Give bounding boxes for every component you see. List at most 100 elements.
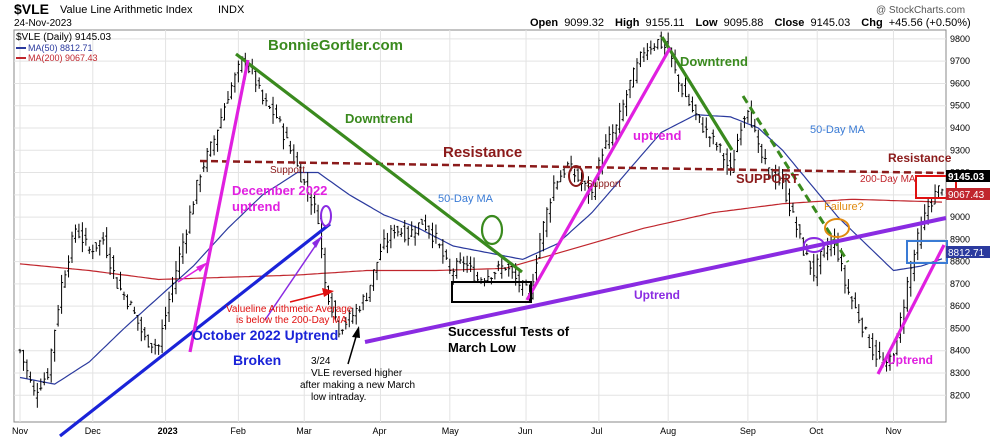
tests-label-1: Successful Tests of	[448, 324, 570, 339]
x-tick-label: May	[442, 426, 460, 436]
ma50-label-mid: 50-Day MA	[438, 193, 494, 205]
close-label: Close	[774, 17, 804, 29]
y-tick-label: 9500	[950, 101, 970, 111]
purple-uptrend-label: Uptrend	[634, 288, 680, 302]
y-tick-label: 8800	[950, 257, 970, 267]
purple-circle-oct	[803, 237, 825, 253]
y-tick-label: 9300	[950, 145, 970, 155]
dec-uptrend-label-2: uptrend	[232, 199, 280, 214]
price-badge: 9145.03	[948, 172, 985, 183]
symbol: $VLE	[14, 1, 49, 17]
red-arrow-head	[322, 288, 334, 297]
low-label: Low	[696, 17, 718, 29]
downtrend-label-2: Downtrend	[680, 54, 748, 69]
plot-area	[13, 29, 947, 423]
support-label-2: Support	[586, 179, 621, 190]
purple-arrow-head	[312, 236, 322, 248]
support-label-1: Support	[270, 165, 305, 176]
tests-label-2: March Low	[448, 340, 517, 355]
header: $VLE Value Line Arithmetic Index INDX 24…	[14, 1, 971, 29]
right-badges: 9145.03 9067.43 8812.71	[946, 170, 990, 259]
y-tick-label: 9800	[950, 34, 970, 44]
x-tick-label: Mar	[296, 426, 312, 436]
y-tick-label: 8700	[950, 279, 970, 289]
grid	[14, 30, 946, 422]
open-label: Open	[530, 17, 558, 29]
purple-circle-mar	[320, 205, 332, 227]
support-caps-label: SUPPORT	[736, 171, 799, 186]
chg-label: Chg	[861, 17, 882, 29]
resistance-label-right: Resistance	[888, 151, 952, 165]
x-tick-label: Jul	[591, 426, 603, 436]
date: 24-Nov-2023	[14, 18, 72, 29]
purple-arrow	[264, 235, 323, 321]
y-tick-label: 8900	[950, 234, 970, 244]
ma200-line	[19, 198, 943, 281]
jul-uptrend-line	[525, 47, 672, 301]
x-axis: Nov Dec 2023 Feb Mar Apr May Jun Jul Aug Sep Oct Nov	[12, 426, 902, 436]
price-badge-bg	[946, 170, 990, 182]
x-tick-label: Nov	[885, 426, 902, 436]
high-label: High	[615, 17, 640, 29]
ma200-label-right: 200-Day MA	[860, 174, 916, 185]
x-tick-label: Dec	[85, 426, 102, 436]
y-tick-label: 9700	[950, 56, 970, 66]
x-tick-label: Jun	[518, 426, 533, 436]
x-tick-label: Feb	[230, 426, 246, 436]
vl-note-2: is below the 200-Day MA	[236, 315, 347, 326]
annotation-texts: BonnieGortler.com Downtrend Downtrend Re…	[192, 37, 952, 403]
index-name: Value Line Arithmetic Index	[60, 4, 193, 16]
y-tick-label: 8500	[950, 323, 970, 333]
dec-uptrend-label-1: December 2022	[232, 183, 327, 198]
x-tick-label: 2023	[158, 426, 178, 436]
y-tick-label: 8600	[950, 301, 970, 311]
oct-uptrend-label: October 2022 Uptrend	[192, 327, 338, 343]
legend-price: $VLE (Daily) 9145.03	[16, 32, 111, 43]
nov-uptrend-line	[876, 244, 946, 375]
red-box-nov	[915, 175, 957, 199]
site-label: BonnieGortler.com	[268, 37, 403, 54]
purple-uptrend-line	[364, 216, 947, 344]
close-value: 9145.03	[810, 17, 850, 29]
ma50-badge-bg	[946, 246, 990, 258]
legend-ma200: MA(200) 9067.43	[28, 53, 98, 63]
note-line-2: after making a new March	[300, 380, 415, 391]
x-tick-label: Oct	[809, 426, 824, 436]
x-tick-label: Sep	[740, 426, 756, 436]
downtrend-line-1	[235, 52, 523, 274]
x-tick-label: Nov	[12, 426, 29, 436]
downtrend-line-3	[741, 95, 850, 263]
ma50-badge: 8812.71	[948, 248, 985, 259]
resistance-label: Resistance	[443, 144, 522, 161]
ma200-line-layer	[19, 198, 943, 281]
ohlc-line: Open 9099.32 High 9155.11 Low 9095.88 Cl…	[530, 17, 971, 29]
ma50-label-right: 50-Day MA	[810, 124, 866, 136]
y-tick-label: 9600	[950, 78, 970, 88]
price-bars-layer	[18, 31, 944, 408]
downtrend-line-2	[660, 36, 734, 151]
ma200-badge: 9067.43	[948, 190, 985, 201]
vl-note-1: Valueline Arithmetic Average	[226, 304, 353, 315]
legend-ma50: MA(50) 8812.71	[28, 43, 93, 53]
black-arrow-head	[352, 326, 360, 338]
jul-uptrend-label: uptrend	[633, 128, 681, 143]
green-circle-may	[480, 214, 504, 246]
downtrend-label-1: Downtrend	[345, 111, 413, 126]
failure-label: Failure?	[824, 201, 864, 213]
orange-circle-oct	[824, 218, 850, 238]
dec-uptrend-line	[188, 59, 250, 353]
y-axis: 8200830084008500860087008800890090009100…	[950, 34, 970, 400]
resistance-line	[199, 159, 947, 175]
watermark: @ StockCharts.com	[876, 5, 965, 16]
chg-value: +45.56 (+0.50%)	[889, 17, 971, 29]
darkred-circle-jun	[568, 165, 584, 187]
open-value: 9099.32	[564, 17, 604, 29]
y-tick-label: 9000	[950, 212, 970, 222]
magenta-arrow-head	[196, 262, 208, 272]
nov-uptrend-label: Uptrend	[887, 353, 933, 367]
x-tick-label: Apr	[372, 426, 386, 436]
ma200-badge-bg	[946, 188, 990, 200]
broken-label: Broken	[233, 352, 281, 368]
note-line-1: VLE reversed higher	[311, 368, 403, 379]
